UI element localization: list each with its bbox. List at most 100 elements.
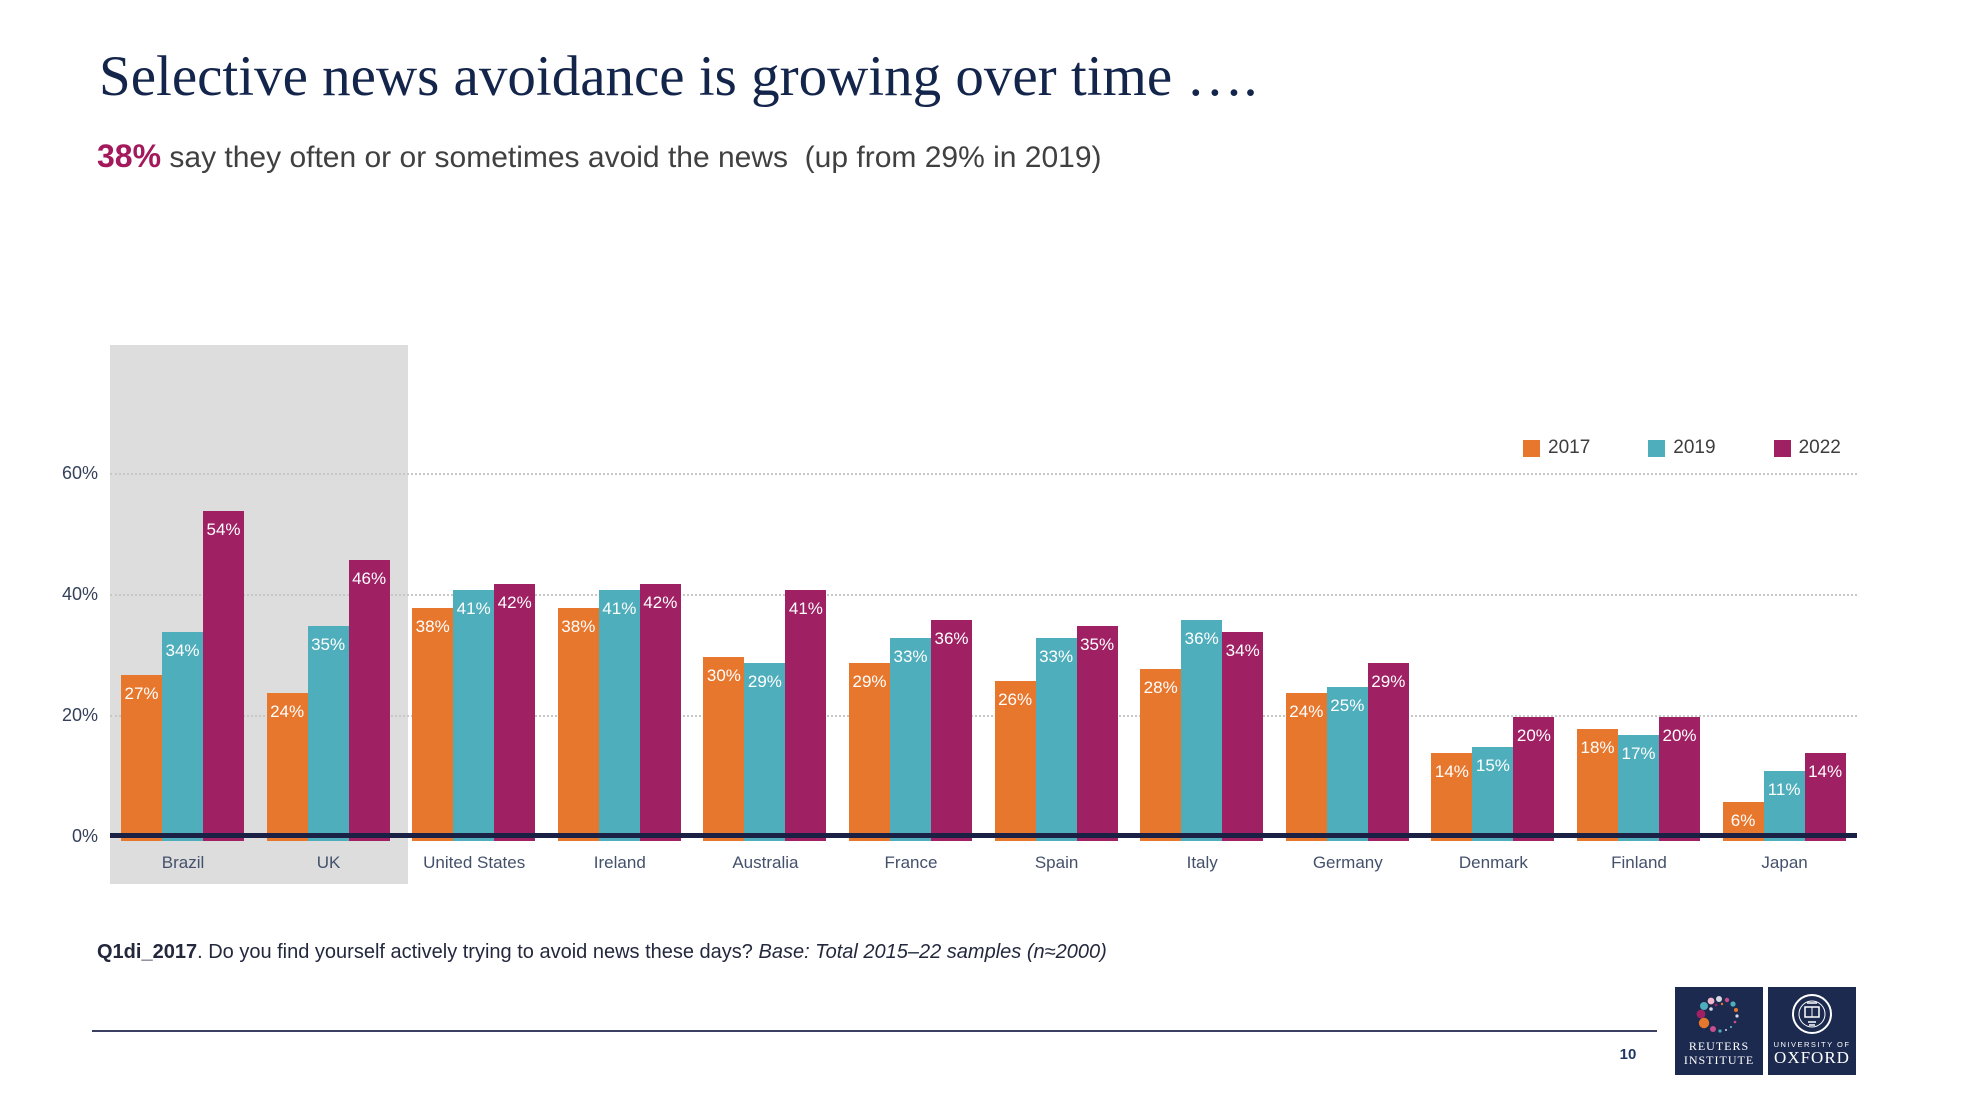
bar-japan-2019: 11% bbox=[1763, 771, 1805, 841]
bar-value-label: 42% bbox=[643, 592, 678, 612]
bar-australia-2019: 29% bbox=[744, 662, 786, 841]
y-axis-tick-label: 0% bbox=[71, 826, 98, 846]
bar-united-states-2022: 42% bbox=[494, 583, 536, 841]
category-label-spain: Spain bbox=[1034, 853, 1079, 872]
footnote-question-text: . Do you find yourself actively trying t… bbox=[197, 941, 759, 963]
bar-denmark-2019: 15% bbox=[1472, 747, 1514, 841]
bar-japan-2022: 14% bbox=[1804, 753, 1846, 841]
bar-italy-2017: 28% bbox=[1140, 668, 1182, 841]
bar-value-label: 34% bbox=[1225, 641, 1260, 661]
legend-swatch-2019 bbox=[1648, 439, 1666, 457]
bar-value-label: 29% bbox=[1371, 671, 1406, 691]
gridline-20% bbox=[110, 715, 1857, 717]
bar-value-label: 26% bbox=[998, 689, 1033, 709]
bar-germany-2022: 29% bbox=[1367, 662, 1409, 841]
bar-value-label: 28% bbox=[1143, 677, 1178, 697]
legend-label: 2017 bbox=[1548, 437, 1591, 458]
bar-value-label: 33% bbox=[893, 647, 928, 667]
gridline-40% bbox=[110, 594, 1857, 596]
oxford-crest-icon bbox=[1792, 994, 1832, 1034]
bar-value-label: 36% bbox=[1184, 629, 1219, 649]
bar-uk-2017: 24% bbox=[266, 692, 308, 841]
y-axis-tick-label: 40% bbox=[61, 584, 98, 604]
bar-ireland-2022: 42% bbox=[639, 583, 681, 841]
bar-value-label: 54% bbox=[206, 520, 241, 540]
bar-brazil-2022: 54% bbox=[203, 511, 244, 841]
y-axis-tick-label: 20% bbox=[61, 705, 98, 725]
subtitle: 38% say they often or or sometimes avoid… bbox=[97, 138, 1102, 175]
reuters-institute-logo: REUTERS INSTITUTE bbox=[1675, 987, 1763, 1075]
gridline-60% bbox=[110, 473, 1857, 475]
bar-denmark-2022: 20% bbox=[1513, 717, 1555, 841]
bar-value-label: 24% bbox=[1289, 701, 1324, 721]
footnote-base-text: Base: Total 2015–22 samples (n≈2000) bbox=[758, 941, 1107, 963]
bar-australia-2022: 41% bbox=[785, 589, 827, 841]
reuters-line2: INSTITUTE bbox=[1683, 1053, 1755, 1068]
bar-value-label: 11% bbox=[1767, 780, 1801, 800]
bar-value-label: 41% bbox=[602, 598, 637, 618]
bar-france-2017: 29% bbox=[849, 662, 890, 841]
legend-item-2017: 2017 bbox=[1523, 437, 1590, 459]
bar-finland-2019: 17% bbox=[1618, 735, 1659, 841]
bar-australia-2017: 30% bbox=[703, 656, 745, 841]
footer-divider bbox=[92, 1030, 1657, 1032]
bar-uk-2019: 35% bbox=[307, 626, 349, 841]
bar-value-label: 42% bbox=[497, 592, 532, 612]
bar-value-label: 33% bbox=[1039, 647, 1074, 667]
bar-value-label: 27% bbox=[124, 683, 159, 703]
legend-label: 2022 bbox=[1798, 437, 1841, 458]
bar-value-label: 35% bbox=[1080, 635, 1115, 655]
bar-ireland-2017: 38% bbox=[557, 608, 599, 841]
reuters-dot-spiral-icon bbox=[1696, 996, 1739, 1033]
bar-value-label: 29% bbox=[747, 671, 782, 691]
bar-value-label: 20% bbox=[1516, 726, 1551, 745]
bar-united-states-2019: 41% bbox=[453, 589, 495, 841]
bar-ireland-2019: 41% bbox=[598, 589, 640, 841]
bar-italy-2022: 34% bbox=[1222, 632, 1264, 841]
bar-value-label: 41% bbox=[788, 598, 823, 618]
footnote-question-code: Q1di_2017 bbox=[97, 941, 198, 963]
bar-value-label: 46% bbox=[352, 568, 387, 588]
category-label-italy: Italy bbox=[1186, 853, 1218, 872]
bar-united-states-2017: 38% bbox=[412, 608, 454, 841]
bar-value-label: 41% bbox=[456, 598, 491, 618]
category-label-japan: Japan bbox=[1761, 853, 1808, 872]
category-label-germany: Germany bbox=[1312, 853, 1383, 872]
subtitle-text: say they often or or sometimes avoid the… bbox=[161, 141, 1102, 174]
bar-value-label: 14% bbox=[1808, 762, 1843, 782]
bar-value-label: 20% bbox=[1662, 726, 1697, 745]
bar-value-label: 18% bbox=[1580, 738, 1615, 758]
category-label-united-states: United States bbox=[423, 853, 526, 872]
x-axis-line bbox=[110, 833, 1857, 838]
bar-value-label: 17% bbox=[1621, 744, 1656, 764]
bar-brazil-2017: 27% bbox=[121, 674, 162, 841]
oxford-line2: OXFORD bbox=[1774, 1048, 1850, 1068]
bar-italy-2019: 36% bbox=[1181, 620, 1223, 841]
bar-uk-2022: 46% bbox=[348, 559, 390, 841]
category-label-brazil: Brazil bbox=[161, 853, 205, 872]
bar-france-2019: 33% bbox=[890, 638, 931, 841]
footnote: Q1di_2017. Do you find yourself actively… bbox=[97, 941, 1107, 964]
bar-finland-2022: 20% bbox=[1659, 717, 1700, 841]
bar-germany-2019: 25% bbox=[1326, 686, 1368, 841]
category-label-finland: Finland bbox=[1611, 853, 1667, 872]
category-label-france: France bbox=[884, 853, 938, 872]
bar-france-2022: 36% bbox=[931, 620, 972, 841]
bar-value-label: 25% bbox=[1330, 695, 1365, 715]
bar-value-label: 24% bbox=[270, 701, 305, 721]
oxford-logo-text: UNIVERSITY OF OXFORD bbox=[1774, 1040, 1851, 1068]
oxford-line1: UNIVERSITY OF bbox=[1773, 1040, 1851, 1050]
bar-finland-2017: 18% bbox=[1577, 729, 1618, 841]
category-label-uk: UK bbox=[316, 853, 341, 872]
bar-spain-2017: 26% bbox=[994, 680, 1036, 841]
bar-value-label: 15% bbox=[1475, 756, 1510, 776]
page-number: 10 bbox=[1619, 1046, 1637, 1063]
bar-brazil-2019: 34% bbox=[162, 632, 203, 841]
legend-swatch-2017 bbox=[1523, 439, 1540, 457]
bar-value-label: 30% bbox=[706, 665, 741, 685]
legend-item-2019: 2019 bbox=[1648, 437, 1716, 459]
chart-legend: 2017 2019 2022 bbox=[1523, 437, 1841, 459]
bar-value-label: 6% bbox=[1730, 810, 1756, 830]
legend-item-2022: 2022 bbox=[1773, 437, 1841, 459]
category-label-australia: Australia bbox=[732, 853, 799, 872]
